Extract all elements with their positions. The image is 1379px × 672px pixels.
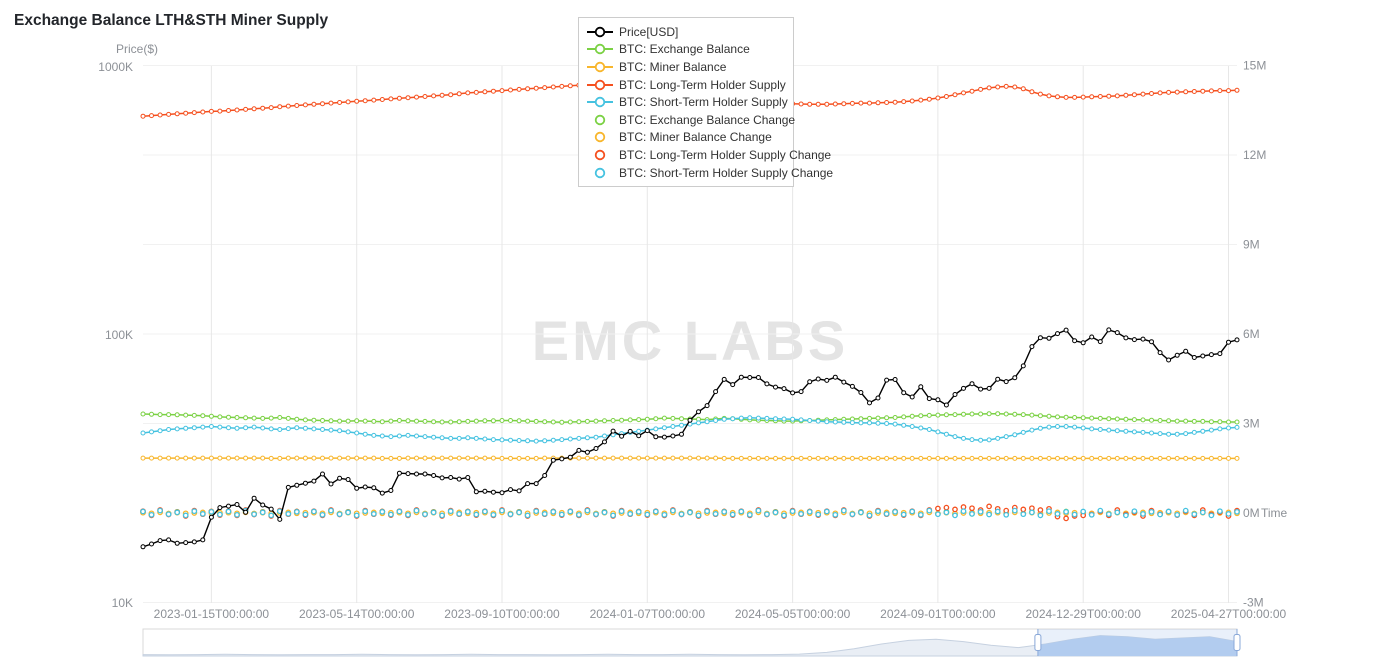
series-sth-supply xyxy=(140,415,1240,444)
legend-item-sth-supply-change[interactable]: BTC: Short-Term Holder Supply Change xyxy=(587,164,833,182)
x-axis-tick: 2024-12-29T00:00:00 xyxy=(1025,607,1141,621)
axis-labels: 1000K 100K 10K 15M 12M 9M 6M 3M 0M -3M 2023-01-15T… xyxy=(98,42,1287,621)
legend-label: BTC: Exchange Balance xyxy=(619,42,750,57)
x-axis-tick: 2023-01-15T00:00:00 xyxy=(154,607,270,621)
right-axis-tick: 9M xyxy=(1243,238,1260,252)
datazoom-handle-right[interactable] xyxy=(1233,634,1241,651)
series-price-usd xyxy=(140,327,1240,550)
datazoom-preview-selected xyxy=(1037,635,1237,656)
legend-item-lth-supply-change[interactable]: BTC: Long-Term Holder Supply Change xyxy=(587,146,831,164)
legend-line-icon xyxy=(587,79,613,90)
x-axis-tick: 2025-04-27T00:00:00 xyxy=(1171,607,1287,621)
legend-label: Price[USD] xyxy=(619,24,679,39)
chart-title: Exchange Balance LTH&STH Miner Supply xyxy=(14,12,329,29)
legend-circle-icon xyxy=(594,114,606,125)
legend-item-miner-balance[interactable]: BTC: Miner Balance xyxy=(587,58,793,76)
right-axis-tick: 0M xyxy=(1243,506,1260,520)
legend-label: BTC: Long-Term Holder Supply Change xyxy=(619,147,832,162)
right-axis-tick: 6M xyxy=(1243,327,1260,341)
x-axis-tick: 2023-09-10T00:00:00 xyxy=(444,607,560,621)
legend-line-icon xyxy=(587,96,613,108)
right-axis-tick: 15M xyxy=(1243,59,1266,73)
series-miner-balance xyxy=(140,455,1240,461)
legend-label: BTC: Long-Term Holder Supply xyxy=(619,77,786,92)
legend-item-exchange-balance-change[interactable]: BTC: Exchange Balance Change xyxy=(587,111,796,129)
legend-circle-icon xyxy=(594,132,606,143)
left-axis-tick: 10K xyxy=(112,596,133,610)
series-sth-supply-change xyxy=(140,507,1240,519)
legend-item-miner-balance-change[interactable]: BTC: Miner Balance Change xyxy=(587,129,793,147)
x-axis-tick: 2024-09-01T00:00:00 xyxy=(880,607,996,621)
x-axis-name: Time xyxy=(1261,506,1288,520)
legend-label: BTC: Miner Balance xyxy=(619,59,727,74)
legend-line-icon xyxy=(587,26,613,37)
x-axis-tick: 2024-01-07T00:00:00 xyxy=(590,607,706,621)
legend: Price[USD] BTC: Exchange Balance BTC: Mine… xyxy=(578,17,833,188)
legend-line-icon xyxy=(587,61,613,73)
legend-item-price-usd[interactable]: Price[USD] xyxy=(587,23,793,41)
datazoom-selection[interactable] xyxy=(1037,629,1237,656)
legend-label: BTC: Short-Term Holder Supply Change xyxy=(619,165,834,180)
legend-circle-icon xyxy=(594,167,606,178)
right-axis-tick: 3M xyxy=(1243,417,1260,431)
left-axis-tick: 100K xyxy=(105,328,133,342)
datazoom-handle-left[interactable] xyxy=(1034,634,1042,651)
legend-item-exchange-balance[interactable]: BTC: Exchange Balance xyxy=(587,41,793,59)
legend-line-icon xyxy=(587,44,613,55)
legend-item-lth-supply[interactable]: BTC: Long-Term Holder Supply xyxy=(587,76,793,94)
right-axis-tick: 12M xyxy=(1243,148,1266,162)
legend-item-sth-supply[interactable]: BTC: Short-Term Holder Supply xyxy=(587,93,793,111)
legend-label: BTC: Exchange Balance Change xyxy=(619,112,796,127)
legend-circle-icon xyxy=(594,149,606,161)
left-axis-tick: 1000K xyxy=(98,60,133,74)
legend-label: BTC: Short-Term Holder Supply xyxy=(619,95,788,110)
right-axis-tick: -3M xyxy=(1243,596,1264,610)
x-axis-tick: 2024-05-05T00:00:00 xyxy=(735,607,851,621)
left-axis-name: Price($) xyxy=(116,42,158,56)
legend-label: BTC: Miner Balance Change xyxy=(619,130,772,145)
datazoom xyxy=(142,628,1241,657)
x-axis-tick: 2023-05-14T00:00:00 xyxy=(299,607,415,621)
